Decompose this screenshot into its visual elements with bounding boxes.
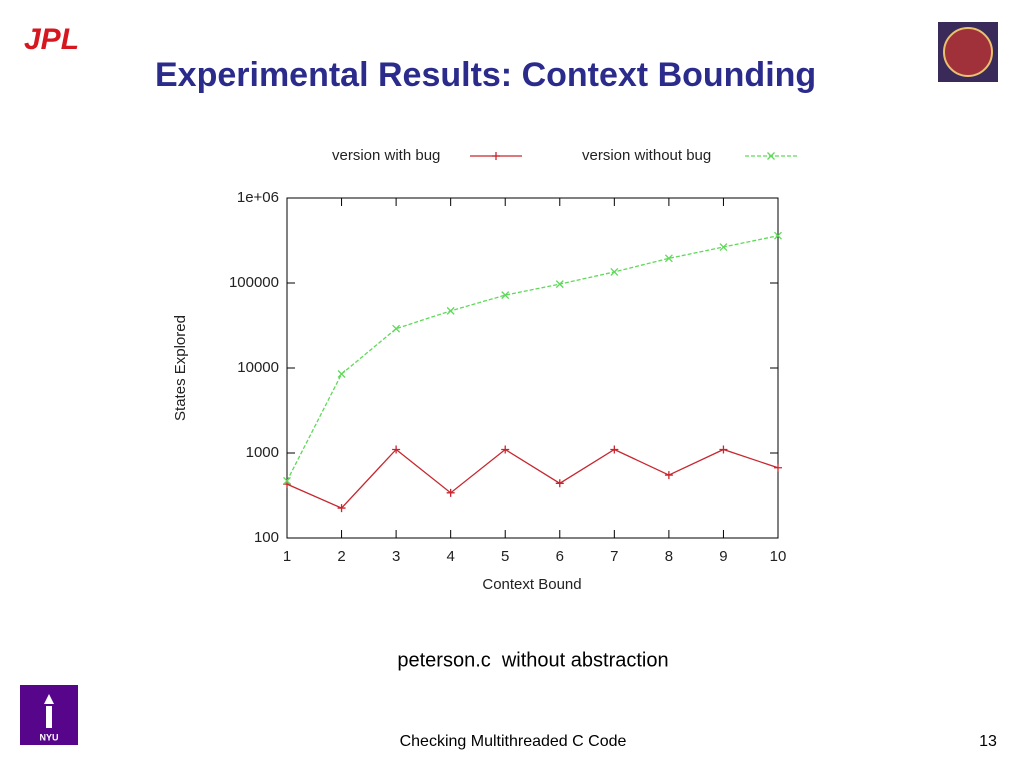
- caption: peterson.c without abstraction: [397, 649, 668, 671]
- point: [774, 231, 782, 240]
- point: [664, 254, 673, 263]
- slide-title: Experimental Results: Context Bounding: [155, 56, 816, 94]
- footer: Checking Multithreaded C Code: [400, 733, 627, 750]
- series-line: [286, 448, 779, 509]
- point: [664, 471, 673, 480]
- x-tick-label: 1: [283, 548, 291, 565]
- conference-logo: [938, 22, 998, 82]
- point: [337, 370, 346, 378]
- point: [774, 463, 782, 472]
- logo-emblem: [943, 27, 993, 77]
- y-axis-label: States Explored: [172, 315, 189, 421]
- x-tick-label: 10: [770, 548, 787, 565]
- jpl-logo: JPL: [24, 23, 79, 56]
- point: [501, 291, 510, 300]
- x-tick-label: 9: [719, 548, 727, 565]
- nyu-logo: NYU: [20, 685, 78, 745]
- point: [337, 504, 346, 513]
- x-tick-label: 3: [392, 548, 400, 565]
- y-tick-label: 1000: [246, 444, 279, 461]
- x-tick-label: 7: [610, 548, 618, 565]
- point: [719, 445, 728, 454]
- y-tick-label: 100000: [229, 274, 279, 291]
- point: [555, 479, 564, 488]
- nyu-text: NYU: [39, 732, 58, 742]
- legend-marker: [767, 152, 775, 160]
- point: [610, 445, 619, 454]
- x-tick-label: 8: [665, 548, 673, 565]
- torch: [44, 694, 54, 728]
- point: [446, 306, 455, 315]
- point: [283, 476, 291, 485]
- point: [392, 445, 401, 454]
- point: [610, 267, 619, 276]
- x-tick-label: 4: [446, 548, 454, 565]
- x-tick-label: 6: [556, 548, 564, 565]
- page-number: 13: [979, 733, 997, 750]
- legend-marker: [492, 152, 500, 160]
- series-line: [286, 235, 779, 482]
- y-tick-label: 1e+06: [237, 189, 279, 206]
- x-tick-label: 5: [501, 548, 509, 565]
- y-tick-label: 10000: [237, 359, 279, 376]
- legend-label: version without bug: [582, 147, 711, 164]
- x-axis-label: Context Bound: [482, 576, 581, 593]
- x-tick-label: 2: [337, 548, 345, 565]
- point: [446, 488, 455, 497]
- point: [392, 324, 401, 333]
- point: [719, 243, 728, 251]
- point: [555, 280, 564, 289]
- y-tick-label: 100: [254, 529, 279, 546]
- point: [501, 445, 510, 454]
- legend-label: version with bug: [332, 147, 440, 164]
